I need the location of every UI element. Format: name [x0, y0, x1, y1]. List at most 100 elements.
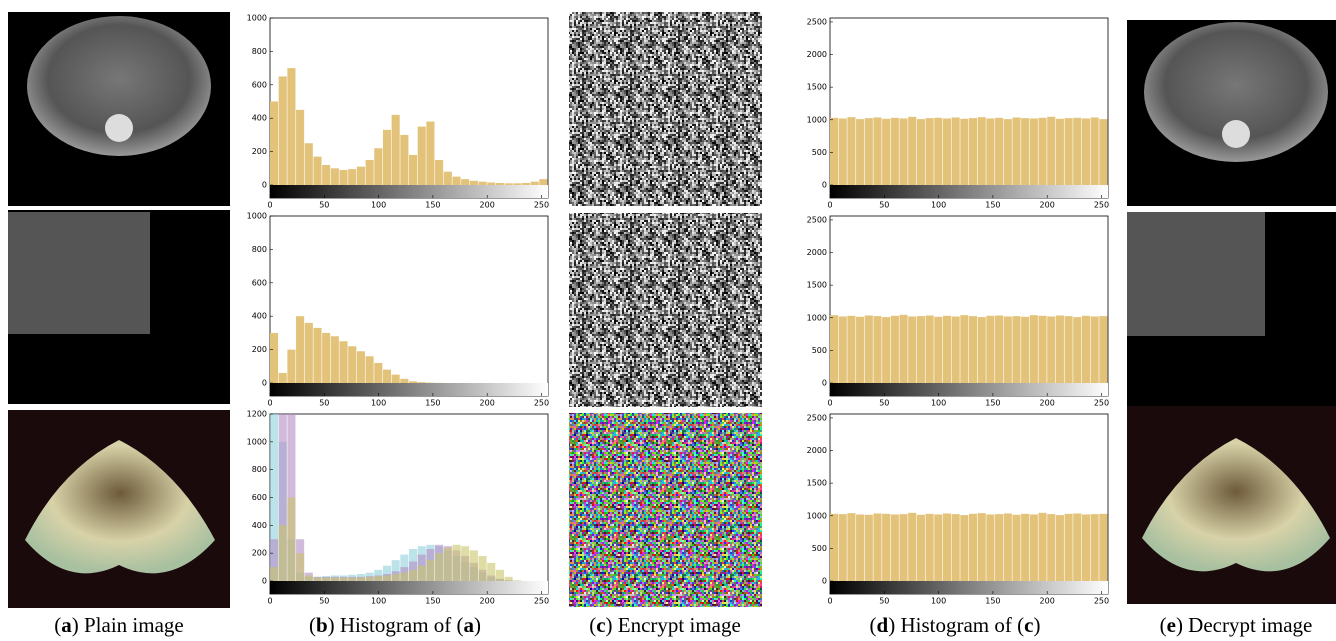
bar: [1082, 514, 1090, 581]
bar: [995, 514, 1003, 581]
bar: [366, 356, 374, 383]
y-tick-label: 800: [252, 245, 267, 254]
bar: [366, 577, 374, 581]
bar: [847, 513, 855, 581]
bar: [461, 546, 469, 581]
bar: [470, 181, 478, 185]
caption-part: ): [1033, 613, 1040, 637]
caption: (d) Histogram of (c): [870, 613, 1041, 637]
x-tick-label: 50: [319, 201, 329, 210]
bar: [461, 179, 469, 185]
caption-part: ) Decrypt image: [1176, 613, 1312, 637]
y-tick-label: 0: [822, 577, 827, 586]
bar: [392, 115, 400, 185]
histogram: 0 200 400 600 800 1000 1200 0 50 100 150 200 250: [247, 410, 549, 606]
bar: [426, 122, 434, 185]
bar: [270, 333, 278, 383]
bar: [505, 183, 513, 185]
x-tick-label: 250: [1094, 597, 1109, 606]
bar: [917, 119, 925, 185]
bar: [952, 514, 960, 581]
bar: [496, 570, 504, 581]
bar: [934, 317, 942, 383]
bar: [452, 177, 460, 185]
bar: [943, 118, 951, 185]
bar: [1099, 514, 1107, 581]
bar: [435, 553, 443, 581]
x-tick-label: 100: [371, 399, 386, 408]
bar: [418, 127, 426, 185]
x-tick-label: 50: [319, 597, 329, 606]
y-tick-label: 0: [822, 379, 827, 388]
bar: [952, 117, 960, 185]
bar: [995, 315, 1003, 383]
bar: [522, 183, 530, 185]
y-tick-label: 0: [262, 577, 267, 586]
bar: [531, 182, 539, 185]
bar: [1012, 316, 1020, 383]
y-tick-label: 0: [822, 181, 827, 190]
bar: [409, 155, 417, 185]
x-tick-label: 200: [480, 597, 495, 606]
bar: [357, 167, 365, 185]
bar: [986, 316, 994, 383]
caption-part: d: [877, 613, 889, 637]
bar: [891, 118, 899, 185]
colorbar: [830, 581, 1108, 594]
bar: [1021, 514, 1029, 581]
x-tick-label: 50: [319, 399, 329, 408]
histogram: 020040060080010000 50 100 150 200 250: [247, 14, 549, 210]
x-tick-label: 100: [931, 597, 946, 606]
x-tick-label: 0: [827, 597, 832, 606]
y-tick-label: 2500: [807, 17, 827, 26]
y-tick-label: 400: [252, 312, 267, 321]
bar: [296, 553, 304, 581]
histogram: 0 500 1000 1500 2000 2500 0 50 100 150 200 250: [807, 413, 1109, 605]
bar: [270, 102, 278, 186]
caption-part: ) Histogram of (: [888, 613, 1024, 637]
bar: [995, 118, 1003, 185]
bar: [1091, 514, 1099, 581]
bar: [400, 573, 408, 581]
caption: (a) Plain image: [54, 613, 183, 637]
y-tick-label: 1200: [247, 410, 267, 419]
bar: [374, 363, 382, 383]
bar: [1099, 119, 1107, 185]
bar: [392, 375, 400, 383]
bar: [900, 118, 908, 185]
bar: [847, 117, 855, 185]
bar: [1065, 316, 1073, 383]
bar: [374, 576, 382, 581]
bar: [882, 514, 890, 581]
y-tick-label: 1000: [807, 115, 827, 124]
x-tick-label: 200: [480, 201, 495, 210]
bar: [873, 513, 881, 581]
histogram: 0 500 1000 1500 2000 2500 0 50 100 150 200 250: [807, 215, 1109, 407]
y-tick-label: 800: [252, 465, 267, 474]
encrypt-image: [569, 213, 762, 407]
bar: [865, 118, 873, 185]
bar: [865, 515, 873, 581]
bar: [357, 578, 365, 581]
caption-part: c: [596, 613, 605, 637]
bar: [1012, 515, 1020, 581]
image: [105, 114, 133, 142]
bar: [392, 574, 400, 581]
y-tick-label: 500: [812, 148, 827, 157]
bar: [978, 117, 986, 185]
bar: [1012, 117, 1020, 185]
bar: [856, 317, 864, 383]
y-tick-label: 1000: [807, 313, 827, 322]
bar: [1039, 513, 1047, 581]
x-tick-label: 50: [879, 597, 889, 606]
bar: [409, 570, 417, 581]
bar: [1039, 118, 1047, 185]
caption-part: ) Encrypt image: [606, 613, 741, 637]
bar: [400, 135, 408, 185]
bar: [418, 382, 426, 383]
bar: [839, 118, 847, 185]
bar: [1047, 514, 1055, 581]
caption-part: c: [1024, 613, 1033, 637]
y-tick-label: 2000: [807, 248, 827, 257]
y-tick-label: 2500: [807, 413, 827, 422]
